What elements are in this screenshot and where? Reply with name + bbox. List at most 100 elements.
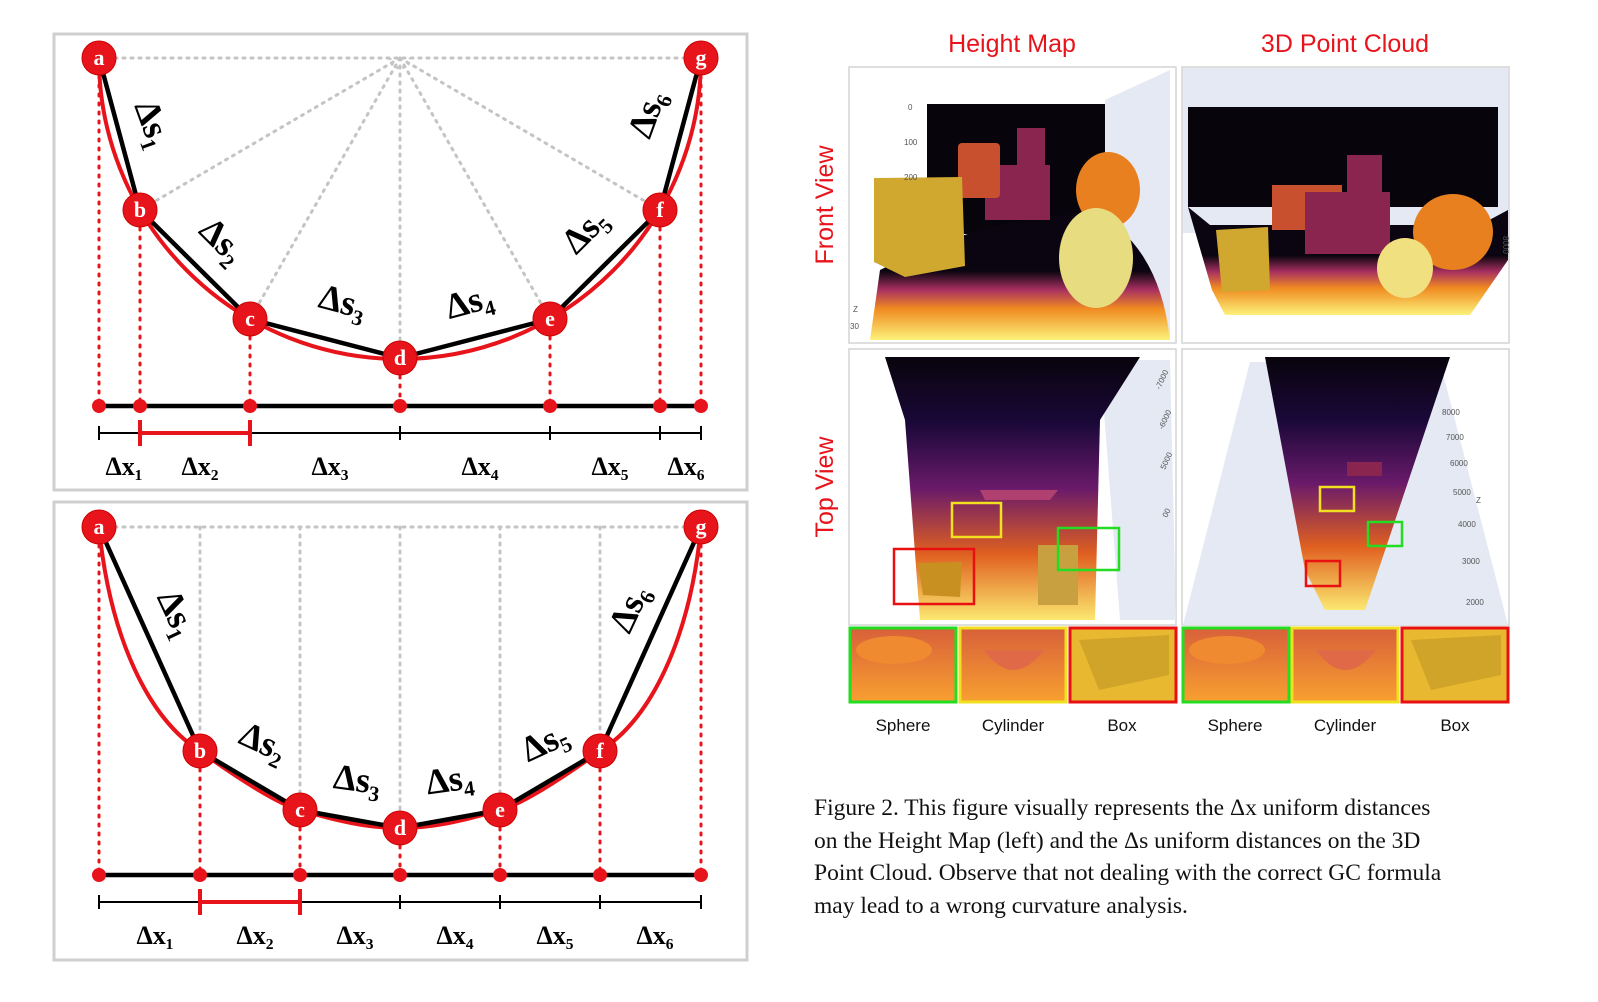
- cylinder-detail: [1316, 650, 1376, 670]
- box-back: [1305, 192, 1390, 254]
- thumbnail-label: Cylinder: [982, 716, 1045, 735]
- axis-tick-label: Z: [853, 305, 858, 314]
- node-label: c: [295, 797, 305, 822]
- axis-tick-label: Z: [1476, 496, 1481, 505]
- box-detail: [1411, 635, 1501, 690]
- ds-label: Δs₁: [127, 95, 181, 153]
- thumbnail-label: Box: [1440, 716, 1470, 735]
- box-top: [1017, 128, 1045, 168]
- sphere-detail: [1189, 636, 1265, 664]
- projected-point: [653, 399, 667, 413]
- axis-tick-label: 4000: [1458, 520, 1476, 529]
- projected-point: [593, 868, 607, 882]
- projected-point: [493, 868, 507, 882]
- box-top: [1347, 155, 1382, 195]
- sphere-highlight: [1056, 526, 1121, 572]
- row-title: Top View: [811, 436, 839, 538]
- sample-node: [683, 509, 719, 545]
- axis-tick-label: 3000: [1462, 557, 1480, 566]
- sample-node: [642, 192, 678, 228]
- ds-label: Δs₃: [315, 276, 371, 327]
- zoomed-thumbnail: Box: [1068, 626, 1178, 735]
- ellipsoid-shape: [1059, 208, 1133, 308]
- thumbnail-label: Box: [1107, 716, 1137, 735]
- sample-node: [382, 340, 418, 376]
- axis-tick-label: 8000: [1442, 408, 1460, 417]
- sample-node: [482, 792, 518, 828]
- projected-point: [393, 868, 407, 882]
- caption-line: on the Height Map (left) and the Δs unif…: [814, 827, 1421, 854]
- ds-label: Δs₅: [553, 199, 615, 261]
- thumbnail-border: [1181, 626, 1291, 704]
- sample-node: [683, 40, 719, 76]
- radial-guide: [138, 56, 402, 212]
- axis-tick-label: 8000: [1501, 236, 1510, 254]
- thumbnail-border: [1400, 626, 1510, 704]
- projected-point: [694, 868, 708, 882]
- box-shape: [1216, 227, 1270, 292]
- radial-guide: [398, 56, 552, 321]
- cylinder-shape: [958, 143, 1000, 198]
- node-label: d: [394, 345, 406, 370]
- sphere-detail: [856, 636, 932, 664]
- thumbnail-border: [1290, 626, 1400, 704]
- front-view-height-map: 0 100 200 Z 30: [848, 66, 1177, 344]
- projected-point: [92, 868, 106, 882]
- top-view-point-cloud: 8000 7000 6000 5000 4000 3000 2000 Z: [1181, 348, 1510, 626]
- radial-guide: [398, 56, 662, 212]
- thumbnail-label: Sphere: [876, 716, 931, 735]
- node-label: c: [245, 306, 255, 331]
- caption-line: Point Cloud. Observe that not dealing wi…: [814, 860, 1442, 886]
- dx-label: Δx₅: [591, 452, 628, 481]
- curvature-diagram-2: Δx₁ Δx₂ Δx₃ Δx₄ Δx₅ Δx₆ Δs₁ Δs₂ Δs₃ Δs₄ Δs₅ Δs₆ a b c d…: [52, 500, 749, 962]
- projected-point: [694, 399, 708, 413]
- box-edge: [1347, 462, 1382, 476]
- ds-label: Δs₆: [620, 84, 674, 142]
- axis-tick-label: 0: [908, 103, 913, 112]
- dx-label: Δx₃: [336, 921, 373, 950]
- cylinder-highlight: [950, 501, 1003, 539]
- caption-line: Figure 2. This figure visually represent…: [814, 795, 1431, 821]
- ds-label: Δs₄: [441, 276, 497, 327]
- figure-caption: Figure 2. This figure visually represent…: [814, 792, 1534, 922]
- box-edge: [980, 490, 1058, 500]
- column-title: Height Map: [948, 30, 1076, 58]
- ds-label: Δs₃: [331, 756, 384, 802]
- node-label: e: [545, 306, 555, 331]
- dx-label: Δx₆: [636, 921, 673, 950]
- node-label: f: [656, 197, 664, 222]
- projected-point: [133, 399, 147, 413]
- ellipsoid-shape: [1377, 238, 1433, 298]
- point-cloud-surface: [1265, 357, 1450, 610]
- projected-point: [193, 868, 207, 882]
- zoomed-thumbnail: Sphere: [848, 626, 958, 735]
- row-title: Front View: [811, 145, 839, 265]
- node-label: g: [696, 514, 707, 539]
- background-wall: [1188, 107, 1498, 207]
- thumbnail-label: Cylinder: [1314, 716, 1377, 735]
- box-highlight: [1304, 559, 1342, 588]
- ds-label: Δs₅: [515, 713, 575, 769]
- node-label: d: [394, 815, 406, 840]
- dx-label: Δx₅: [536, 921, 573, 950]
- thumbnail-label: Sphere: [1208, 716, 1263, 735]
- axis-tick-label: 00: [1161, 506, 1173, 518]
- axis-tick-label: 100: [904, 138, 918, 147]
- sample-node: [582, 733, 618, 769]
- projected-point: [293, 868, 307, 882]
- sample-node: [122, 192, 158, 228]
- node-label: b: [194, 738, 206, 763]
- thumbnail-border: [848, 626, 958, 704]
- cylinder-detail: [984, 650, 1044, 670]
- projected-point: [543, 399, 557, 413]
- radial-guide: [248, 56, 402, 321]
- node-label: g: [696, 45, 707, 70]
- axis-tick-label: 200: [904, 173, 918, 182]
- sample-node: [382, 810, 418, 846]
- dx-label: Δx₁: [105, 452, 142, 481]
- sample-node: [232, 301, 268, 337]
- dx-label: Δx₆: [667, 452, 704, 481]
- thumbnail-border: [958, 626, 1068, 704]
- axis-tick-label: 7000: [1446, 433, 1464, 442]
